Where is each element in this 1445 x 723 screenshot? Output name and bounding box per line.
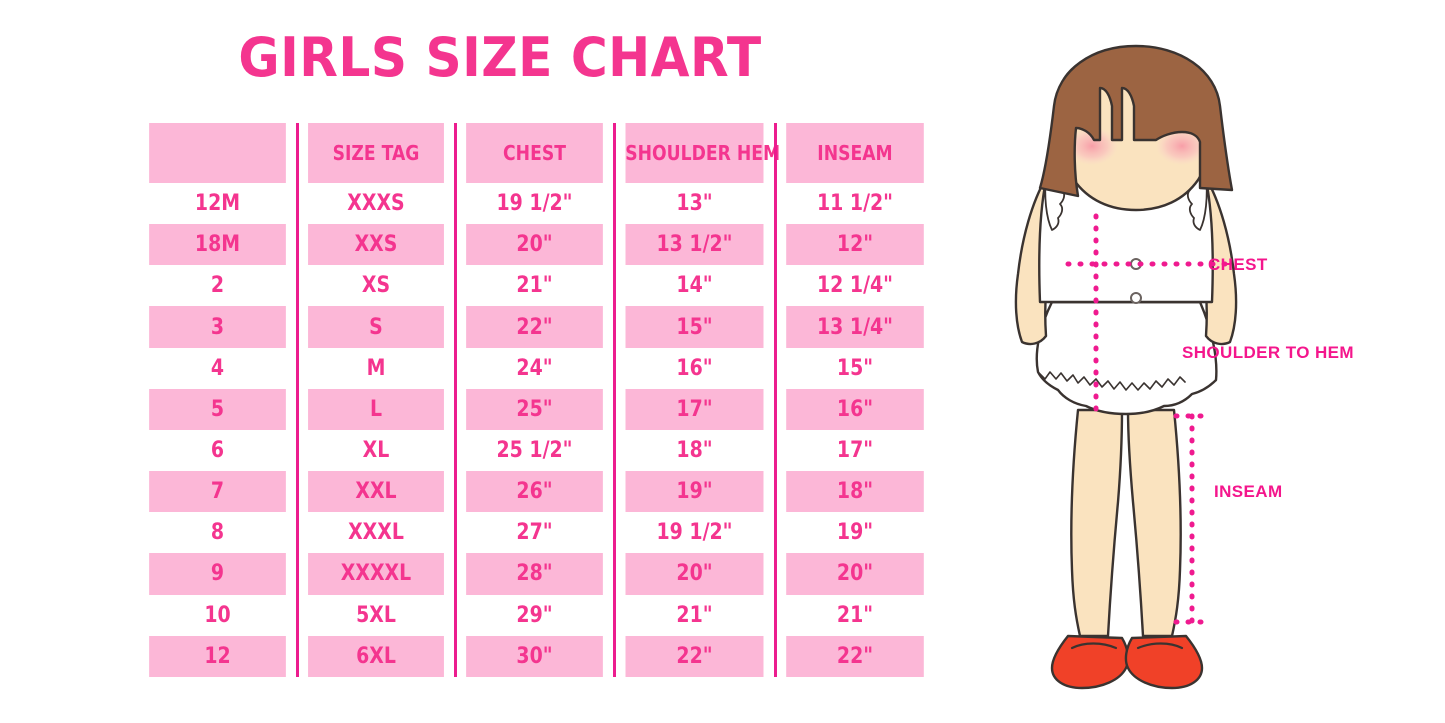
cell-shoulder_hem: 19 1/2" [625, 512, 764, 554]
cell-size_tag: 6XL [308, 635, 444, 677]
column-divider-4 [774, 123, 777, 677]
skirt [1035, 300, 1218, 416]
cell-inseam: 20" [786, 553, 924, 595]
right-shoe [1124, 634, 1204, 690]
column-divider-2 [454, 123, 457, 677]
cell-chest: 22" [466, 306, 603, 348]
table-row: 10 5XL 29" 21" 21" [138, 594, 935, 636]
inseam-measure-label: INSEAM [1214, 482, 1283, 501]
cell-inseam: 12" [786, 224, 924, 266]
column-divider-3 [613, 123, 616, 677]
right-leg [1126, 408, 1182, 638]
cell-shoulder_hem: 20" [625, 553, 764, 595]
column-divider-1 [296, 123, 299, 677]
cell-size: 5 [149, 388, 286, 430]
cell-chest: 25" [466, 388, 603, 430]
cell-size: 3 [149, 306, 286, 348]
table-row: 5 L 25" 17" 16" [138, 388, 935, 430]
cell-size_tag: XXXL [308, 512, 444, 554]
cell-size: 12M [149, 183, 286, 225]
figure-body [1014, 44, 1238, 690]
cell-shoulder_hem: 14" [625, 265, 764, 307]
cell-shoulder_hem: 21" [625, 594, 764, 636]
table-row: 6 XL 25 1/2" 18" 17" [138, 429, 935, 472]
cell-inseam: 11 1/2" [786, 183, 924, 225]
table-row: 8 XXXL 27" 19 1/2" 19" [138, 512, 935, 554]
cell-size_tag: XL [308, 429, 444, 472]
cell-chest: 20" [466, 224, 603, 266]
cell-size_tag: XXL [308, 471, 444, 513]
cell-inseam: 17" [786, 429, 924, 472]
table-row: 12 6XL 30" 22" 22" [138, 635, 935, 677]
cell-size: 6 [149, 429, 286, 472]
cell-size_tag: XS [308, 265, 444, 307]
cell-shoulder_hem: 19" [625, 471, 764, 513]
cell-shoulder_hem: 22" [625, 635, 764, 677]
cell-size: 18M [149, 224, 286, 266]
table-header-row: SIZE TAG CHEST SHOULDER HEM INSEAM [138, 123, 935, 183]
cell-chest: 19 1/2" [466, 183, 603, 225]
cell-chest: 27" [466, 512, 603, 554]
cell-shoulder_hem: 18" [625, 429, 764, 472]
cell-size_tag: L [308, 388, 444, 430]
cell-inseam: 16" [786, 388, 924, 430]
cell-shoulder_hem: 13" [625, 183, 764, 225]
cell-inseam: 18" [786, 471, 924, 513]
left-cheek-blush [1066, 127, 1118, 165]
hair [1038, 44, 1234, 198]
cell-chest: 24" [466, 347, 603, 389]
cell-size: 9 [149, 553, 286, 595]
table-row: 18M XXS 20" 13 1/2" 12" [138, 224, 935, 266]
col-header-size-tag: SIZE TAG [308, 123, 444, 183]
shoulder-to-hem-measure-label: SHOULDER TO HEM [1182, 343, 1354, 362]
cell-chest: 30" [466, 635, 603, 677]
bottom-button [1130, 292, 1142, 304]
cell-size_tag: XXXXL [308, 553, 444, 595]
cell-size: 2 [149, 265, 286, 307]
table-row: 7 XXL 26" 19" 18" [138, 471, 935, 513]
cell-shoulder_hem: 16" [625, 347, 764, 389]
skirt-ruffle-hem [1038, 371, 1186, 391]
cell-size_tag: XXXS [308, 183, 444, 225]
cell-size_tag: M [308, 347, 444, 389]
left-leg [1070, 408, 1124, 638]
col-header-shoulder-hem: SHOULDER HEM [625, 123, 780, 183]
table-row: 12M XXXS 19 1/2" 13" 11 1/2" [138, 183, 935, 225]
cell-chest: 21" [466, 265, 603, 307]
girl-figure-illustration: CHEST SHOULDER TO HEM INSEAM [960, 40, 1445, 710]
cell-size: 8 [149, 512, 286, 554]
cell-chest: 28" [466, 553, 603, 595]
left-shoe [1050, 634, 1130, 690]
cell-inseam: 19" [786, 512, 924, 554]
cell-shoulder_hem: 17" [625, 388, 764, 430]
cell-inseam: 21" [786, 594, 924, 636]
cell-size_tag: XXS [308, 224, 444, 266]
cell-inseam: 15" [786, 347, 924, 389]
cell-inseam: 12 1/4" [786, 265, 924, 307]
table-row: 9 XXXXL 28" 20" 20" [138, 553, 935, 595]
measure-lines [1065, 213, 1233, 625]
cell-shoulder_hem: 13 1/2" [625, 224, 764, 266]
size-chart-table: SIZE TAG CHEST SHOULDER HEM INSEAM 12M XX… [138, 123, 935, 677]
cell-shoulder_hem: 15" [625, 306, 764, 348]
page-title: GIRLS SIZE CHART [238, 26, 762, 89]
cell-size_tag: 5XL [308, 594, 444, 636]
chest-measure-label: CHEST [1208, 255, 1268, 274]
cell-size_tag: S [308, 306, 444, 348]
cell-chest: 26" [466, 471, 603, 513]
col-header-size [149, 123, 286, 183]
table-row: 4 M 24" 16" 15" [138, 347, 935, 389]
col-header-inseam: INSEAM [786, 123, 924, 183]
cell-size: 4 [149, 347, 286, 389]
cell-chest: 29" [466, 594, 603, 636]
table-row: 2 XS 21" 14" 12 1/4" [138, 265, 935, 307]
cell-inseam: 22" [786, 635, 924, 677]
cell-inseam: 13 1/4" [786, 306, 924, 348]
cell-size: 10 [149, 594, 286, 636]
cell-chest: 25 1/2" [466, 429, 603, 472]
table-row: 3 S 22" 15" 13 1/4" [138, 306, 935, 348]
col-header-chest: CHEST [466, 123, 603, 183]
cell-size: 12 [149, 635, 286, 677]
cell-size: 7 [149, 471, 286, 513]
